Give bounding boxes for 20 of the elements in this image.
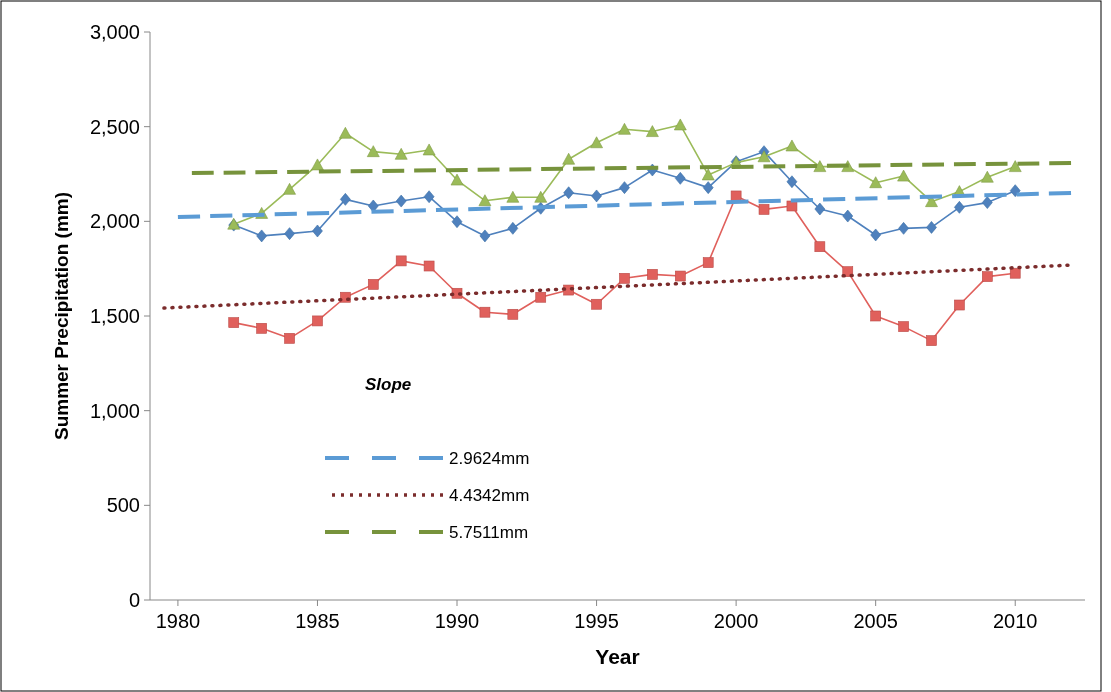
- x-axis-title: Year: [595, 645, 640, 668]
- x-tick-label: 1990: [434, 610, 480, 632]
- legend-label: 5.7511mm: [449, 522, 529, 542]
- y-tick-label: 0: [128, 589, 140, 611]
- x-tick-label: 2005: [853, 610, 898, 632]
- y-tick-label: 2,500: [89, 115, 140, 138]
- legend-title: Slope: [365, 375, 412, 394]
- legend-label: 2.9624mm: [449, 448, 530, 468]
- y-tick-label: 2,000: [89, 210, 140, 233]
- y-tick-label: 1,500: [89, 305, 140, 327]
- x-tick-label: 1980: [155, 610, 201, 632]
- x-tick-label: 1985: [295, 610, 340, 632]
- y-axis-title: Summer Precipitation (mm): [51, 191, 72, 441]
- y-tick-label: 1,000: [89, 399, 140, 422]
- y-tick-label: 3,000: [89, 21, 140, 43]
- legend-label: 4.4342mm: [449, 485, 530, 505]
- y-tick-label: 500: [106, 494, 140, 517]
- x-tick-label: 2010: [992, 610, 1038, 632]
- x-tick-label: 1995: [574, 610, 619, 632]
- x-tick-label: 2000: [713, 610, 759, 632]
